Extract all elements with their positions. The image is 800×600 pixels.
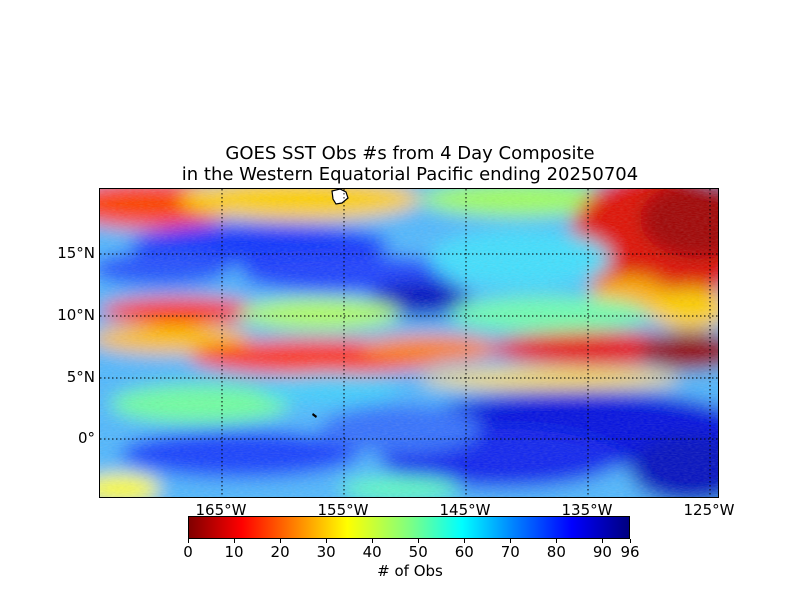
colorbar-tick-label: 0 — [183, 543, 193, 561]
map-gridlines — [100, 189, 718, 497]
colorbar-tick-label: 80 — [546, 543, 566, 561]
lon-label-165w: 165°W — [195, 501, 247, 519]
colorbar-tick — [602, 539, 604, 543]
sst-obs-heatmap — [100, 189, 718, 497]
colorbar-tick — [630, 539, 631, 543]
colorbar-tick — [188, 539, 189, 543]
colorbar-tick-label: 30 — [316, 543, 336, 561]
map-title-line1: GOES SST Obs #s from 4 Day Composite — [225, 143, 595, 164]
colorbar-tick — [234, 539, 236, 543]
colorbar-tick-label: 40 — [362, 543, 382, 561]
lon-label-155w: 155°W — [317, 501, 369, 519]
colorbar-tick — [280, 539, 282, 543]
colorbar-tick-label: 70 — [500, 543, 520, 561]
colorbar-tick — [372, 539, 374, 543]
map-panel — [99, 188, 719, 498]
colorbar-tick — [326, 539, 328, 543]
small-island — [312, 413, 317, 418]
lon-label-145w: 145°W — [439, 501, 491, 519]
lat-label-5n: 5°N — [66, 368, 95, 386]
colorbar-title: # of Obs — [377, 562, 443, 580]
colorbar-tick-label: 20 — [270, 543, 290, 561]
lat-label-15n: 15°N — [57, 244, 95, 262]
lat-label-0: 0° — [77, 429, 95, 447]
lat-label-10n: 10°N — [57, 306, 95, 324]
lon-label-135w: 135°W — [561, 501, 613, 519]
colorbar-tick — [464, 539, 466, 543]
colorbar-tick-label: 60 — [454, 543, 474, 561]
colorbar — [188, 516, 630, 539]
colorbar-tick-label: 10 — [224, 543, 244, 561]
hawaii-island — [331, 189, 349, 205]
lon-label-125w: 125°W — [683, 501, 735, 519]
colorbar-tick — [556, 539, 558, 543]
colorbar-tick-label: 90 — [592, 543, 612, 561]
colorbar-tick — [510, 539, 512, 543]
colorbar-tick-label: 96 — [620, 543, 640, 561]
colorbar-tick — [418, 539, 420, 543]
map-title-line2: in the Western Equatorial Pacific ending… — [181, 164, 639, 185]
colorbar-tick-label: 50 — [408, 543, 428, 561]
